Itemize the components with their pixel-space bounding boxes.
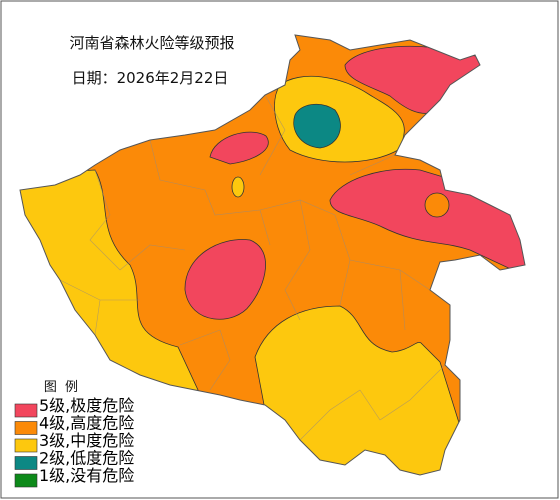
region-moderate-south bbox=[254, 305, 481, 475]
region-low bbox=[293, 103, 341, 149]
legend-swatch bbox=[14, 421, 38, 435]
legend-label: 5级,极度危险 bbox=[39, 396, 134, 415]
legend-swatch bbox=[14, 473, 38, 488]
region-moderate-island bbox=[231, 176, 245, 198]
county-lines bbox=[59, 94, 446, 441]
legend-title: 图 例 bbox=[44, 380, 80, 395]
legend-label: 2级,低度危险 bbox=[39, 449, 134, 468]
map-date: 日期：2026年2月22日 bbox=[72, 69, 229, 87]
region-extreme-central bbox=[184, 239, 266, 320]
legend-label: 1级,没有危险 bbox=[39, 466, 134, 485]
legend-swatch bbox=[14, 456, 38, 470]
legend-label: 4级,高度危险 bbox=[39, 414, 134, 433]
province-outline bbox=[19, 34, 526, 476]
map-title: 河南省森林火险等级预报 bbox=[69, 34, 234, 52]
region-high-island bbox=[424, 192, 450, 218]
legend-swatch bbox=[14, 438, 38, 453]
legend-swatch bbox=[14, 403, 38, 418]
region-extreme-north bbox=[209, 131, 269, 165]
legend-label: 3级,中度危险 bbox=[39, 431, 134, 450]
